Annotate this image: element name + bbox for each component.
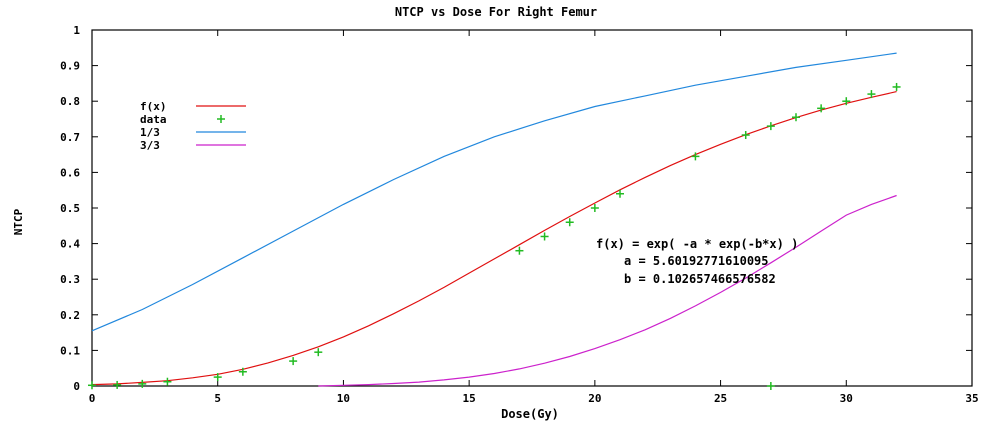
series-line-3 [318,194,897,387]
series-line-2 [91,52,897,332]
legend-label: 3/3 [140,139,160,152]
y-tick-label: 0.6 [60,166,80,179]
y-tick-label: 0.2 [60,309,80,322]
data-point [540,232,549,241]
data-point [314,348,323,357]
chart-title: NTCP vs Dose For Right Femur [395,5,597,19]
data-point [792,113,800,122]
y-tick-label: 0.4 [60,238,80,251]
x-tick-label: 10 [337,392,350,405]
data-point [817,104,826,113]
plot-area-frame [91,29,973,387]
annotation-line: a = 5.60192771610095 [624,254,769,268]
y-tick-label: 0.7 [60,131,80,144]
legend-label: data [140,113,167,126]
fit-annotation: f(x) = exp( -a * exp(-b*x) ) a = 5.601927… [596,237,798,286]
series-layer [88,52,901,390]
data-point [163,377,172,386]
legend-swatch [217,115,225,123]
annotation-line: b = 0.102657466576582 [624,272,776,286]
data-point [616,189,624,198]
y-tick-label: 0.3 [60,273,80,286]
y-axis-label: NTCP [12,208,25,235]
axis-ticks: 0 5 10 15 20 25 30 35 0 0.1 0.2 0.3 0.4 0.5 0.6 0.7 0.8 0… [60,24,979,405]
y-tick-label: 0.1 [60,344,80,357]
x-tick-label: 0 [89,392,96,405]
data-point [766,382,775,390]
data-point [741,131,750,140]
data-point [238,367,247,376]
legend-label: 1/3 [140,126,160,139]
data-point [515,246,524,255]
data-point [289,357,298,366]
x-tick-label: 25 [714,392,727,405]
x-tick-label: 30 [840,392,853,405]
data-point [213,373,222,382]
y-tick-label: 0.5 [60,202,80,215]
x-axis-label: Dose(Gy) [501,407,559,421]
x-tick-label: 5 [214,392,221,405]
data-point [691,152,700,161]
legend-label: f(x) [140,100,167,113]
y-tick-label: 0 [73,380,80,393]
data-point [590,204,599,212]
data-point [766,122,775,131]
series-line-0 [91,91,897,386]
x-tick-label: 35 [965,392,978,405]
data-point [867,90,876,99]
x-tick-label: 15 [463,392,476,405]
data-point [88,381,96,390]
data-point [842,97,851,106]
data-point [565,218,574,227]
y-tick-label: 1 [73,24,80,37]
annotation-line: f(x) = exp( -a * exp(-b*x) ) [596,237,798,251]
data-point [113,380,122,389]
y-tick-label: 0.8 [60,95,80,108]
y-tick-label: 0.9 [60,60,80,73]
x-tick-label: 20 [588,392,601,405]
data-point [892,82,901,91]
data-point [138,379,147,388]
